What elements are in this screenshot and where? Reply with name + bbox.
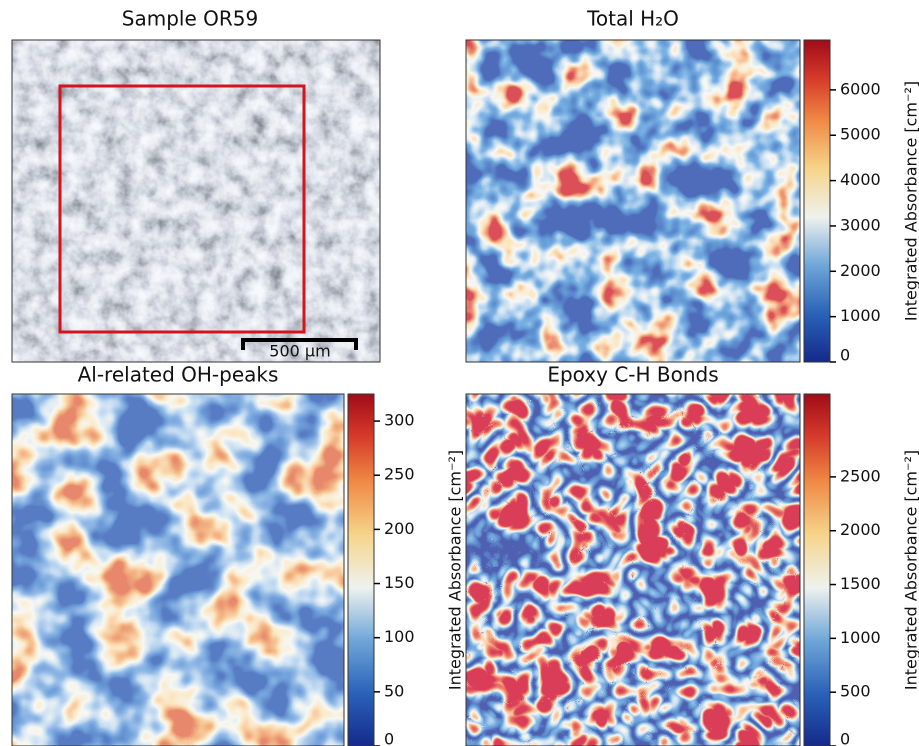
panel-title: Total H₂O: [586, 7, 679, 31]
colorbar-label: Integrated Absorbance [cm⁻²]: [902, 450, 919, 690]
heatmap: [466, 40, 800, 362]
colorbar-tick-label: 0: [384, 730, 394, 746]
colorbar-tick-label: 1000: [840, 628, 881, 647]
colorbar-tick-label: 0: [840, 346, 850, 365]
image-border: [465, 393, 801, 746]
colorbar: [347, 393, 375, 746]
selection-box: [58, 84, 306, 334]
colorbar-tick-label: 300: [384, 411, 415, 430]
heatmap: [466, 394, 800, 746]
colorbar-tick-label: 100: [384, 627, 415, 646]
heatmap: [12, 394, 344, 746]
sample-image: [12, 40, 380, 362]
colorbar-tick-label: 1500: [840, 574, 881, 593]
colorbar-tick-label: 3000: [840, 215, 881, 234]
image-border: [11, 393, 345, 746]
colorbar-tick-label: 150: [384, 573, 415, 592]
colorbar-tick-label: 5000: [840, 125, 881, 144]
panel-title: Al-related OH-peaks: [78, 363, 279, 387]
colorbar-label: Integrated Absorbance [cm⁻²]: [902, 81, 919, 321]
colorbar-tick-label: 4000: [840, 170, 881, 189]
colorbar: [803, 393, 831, 746]
colorbar-tick-label: 2000: [840, 261, 881, 280]
panel-title: Sample OR59: [122, 7, 258, 31]
colorbar-tick-label: 50: [384, 681, 404, 700]
scale-bar: [241, 338, 358, 350]
colorbar-tick-label: 200: [384, 519, 415, 538]
colorbar-tick-label: 2000: [840, 520, 881, 539]
image-border: [465, 39, 801, 363]
colorbar-tick-label: 0: [840, 730, 850, 746]
colorbar-tick-label: 2500: [840, 466, 881, 485]
panel-title: Epoxy C-H Bonds: [547, 363, 718, 387]
colorbar-tick-label: 6000: [840, 79, 881, 98]
image-border: [11, 39, 381, 363]
colorbar-tick-label: 1000: [840, 306, 881, 325]
colorbar: [803, 39, 831, 363]
colorbar-tick-label: 500: [840, 682, 871, 701]
colorbar-label: Integrated Absorbance [cm⁻²]: [446, 450, 465, 690]
scale-bar-label: 500 µm: [269, 342, 330, 361]
colorbar-tick-label: 250: [384, 465, 415, 484]
